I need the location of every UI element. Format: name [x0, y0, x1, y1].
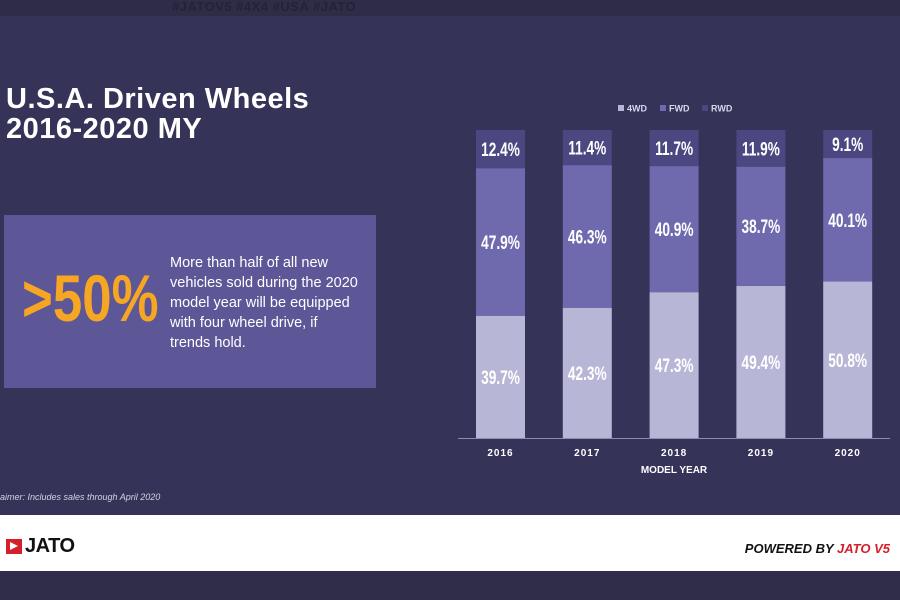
- legend-label-4WD: 4WD: [627, 104, 648, 114]
- powered-by: POWERED BY JATO V5: [745, 541, 890, 556]
- bar-FWD-2019: [736, 166, 786, 286]
- x-tick-label: 2016: [487, 448, 513, 459]
- bar-4WD-2018: [649, 292, 699, 438]
- data-label: 42.3%: [568, 363, 607, 385]
- bar-RWD-2016: [476, 130, 525, 169]
- jato-logo-icon: [6, 539, 22, 554]
- x-tick-label: 2017: [574, 448, 600, 459]
- powered-brand: JATO V5: [837, 541, 890, 556]
- logo-text: JATO: [25, 535, 75, 557]
- bar-FWD-2020: [823, 158, 873, 282]
- data-label: 47.9%: [481, 232, 520, 254]
- hashtags: #JATOV5 #4X4 #USA #JATO: [172, 0, 357, 14]
- bar-RWD-2017: [562, 130, 612, 166]
- callout-box: [4, 215, 376, 388]
- data-label: 47.3%: [655, 355, 694, 377]
- data-label: 46.3%: [568, 226, 607, 248]
- bar-4WD-2016: [476, 315, 525, 438]
- bar-4WD-2020: [823, 281, 873, 438]
- callout-text: More than half of all new vehicles sold …: [170, 255, 358, 351]
- jato-logo: JATO: [6, 535, 75, 558]
- data-label: 40.9%: [655, 219, 694, 241]
- legend-swatch-FWD: [660, 105, 666, 111]
- data-label: 50.8%: [828, 350, 867, 372]
- bar-4WD-2019: [736, 285, 786, 438]
- data-label: 11.9%: [742, 138, 780, 160]
- bottom-strip: [0, 571, 900, 600]
- x-axis-title: MODEL YEAR: [641, 465, 708, 476]
- bar-FWD-2016: [476, 168, 525, 316]
- x-tick-label: 2020: [835, 448, 861, 459]
- x-tick-label: 2019: [748, 448, 774, 459]
- powered-prefix: POWERED BY: [744, 541, 838, 556]
- x-tick-label: 2018: [661, 448, 687, 459]
- bar-FWD-2018: [649, 166, 699, 293]
- data-label: 39.7%: [481, 367, 520, 389]
- page-title: U.S.A. Driven Wheels 2016-2020 MY: [6, 84, 309, 144]
- title-line-2: 2016-2020 MY: [6, 113, 203, 145]
- data-label: 49.4%: [742, 352, 781, 374]
- bar-FWD-2017: [562, 165, 612, 308]
- bar-RWD-2018: [649, 130, 699, 167]
- data-label: 9.1%: [832, 134, 863, 156]
- data-label: 40.1%: [828, 210, 867, 232]
- data-label: 12.4%: [481, 139, 520, 161]
- legend-swatch-RWD: [702, 105, 708, 111]
- legend-swatch-4WD: [618, 105, 624, 111]
- disclaimer: aimer: Includes sales through April 2020: [0, 492, 161, 502]
- footer: [0, 515, 900, 571]
- bar-RWD-2019: [736, 130, 786, 167]
- bar-4WD-2017: [562, 307, 612, 438]
- data-label: 11.7%: [655, 138, 693, 160]
- data-label: 38.7%: [742, 216, 781, 238]
- legend-label-FWD: FWD: [669, 104, 690, 114]
- data-label: 11.4%: [568, 137, 606, 159]
- bar-RWD-2020: [823, 130, 873, 159]
- title-line-1: U.S.A. Driven Wheels: [6, 83, 310, 115]
- top-strip: #JATOV5 #4X4 #USA #JATO: [0, 0, 900, 16]
- legend-label-RWD: RWD: [711, 104, 733, 114]
- callout-big-value: >50%: [22, 261, 159, 335]
